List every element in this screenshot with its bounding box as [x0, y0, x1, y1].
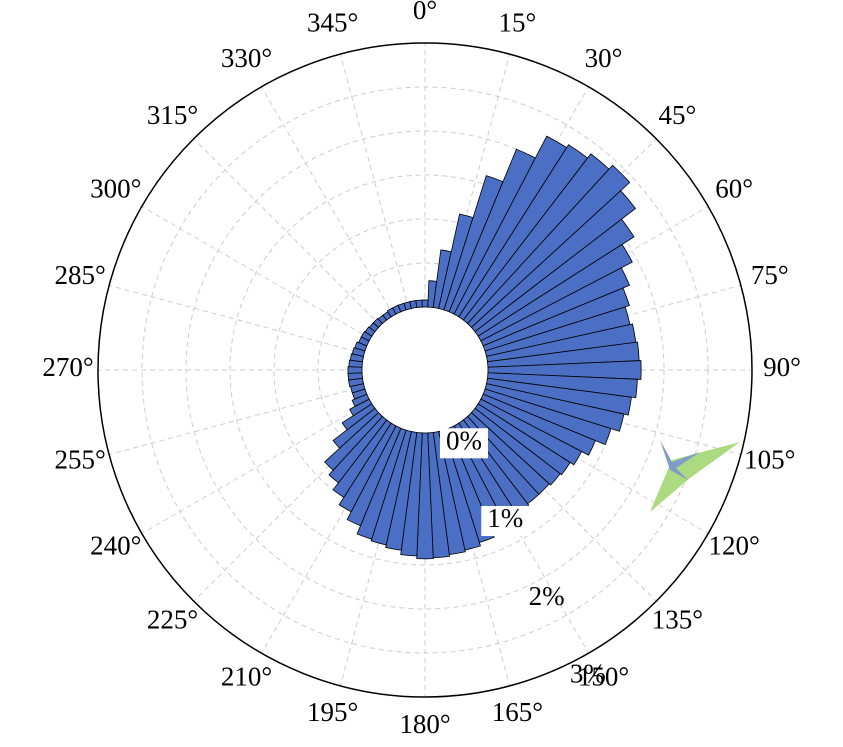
bar [486, 377, 632, 416]
bar [480, 393, 596, 456]
bar [370, 429, 412, 546]
bar [360, 330, 373, 342]
theta-tick-label: 210° [221, 661, 272, 691]
theta-tick-label: 195° [307, 697, 358, 727]
grid-spoke [109, 284, 365, 355]
bar [338, 422, 397, 513]
theta-tick-label: 0° [413, 0, 437, 25]
bars [324, 135, 642, 560]
grid-spoke [456, 86, 589, 316]
bar [332, 407, 380, 449]
bar [385, 431, 418, 551]
bar [351, 347, 366, 357]
theta-tick-label: 345° [307, 7, 358, 37]
bar [487, 360, 642, 380]
grid-spoke [469, 414, 657, 602]
grid-ring [141, 86, 709, 654]
bar [474, 403, 571, 476]
grid-spoke [456, 424, 589, 654]
bar [346, 425, 402, 527]
theta-tick-label: 15° [498, 7, 536, 37]
theta-tick-label: 105° [744, 445, 795, 475]
bar [356, 427, 407, 540]
r-tick-label: 0% [446, 425, 482, 455]
bar [341, 403, 376, 431]
theta-tick-label: 150° [578, 661, 629, 691]
bar [347, 366, 363, 374]
outer-ring [97, 42, 753, 698]
grid-ring [361, 306, 489, 434]
theta-tick-label: 120° [709, 531, 760, 561]
bar [477, 243, 633, 342]
bar [470, 407, 561, 486]
bar [415, 299, 423, 308]
bar [372, 317, 384, 329]
theta-tick-label: 300° [90, 174, 141, 204]
bar [466, 164, 631, 329]
theta-tick-label: 30° [585, 43, 623, 73]
bar [400, 432, 423, 557]
bar [484, 383, 625, 432]
grid-spoke [261, 86, 394, 316]
theta-tick-label: 45° [659, 100, 697, 130]
theta-tick-label: 90° [763, 352, 801, 382]
bar [474, 218, 635, 337]
r-tick-label: 2% [529, 581, 565, 611]
bar [480, 267, 631, 347]
bar [328, 415, 388, 484]
bar [482, 388, 612, 446]
bar [421, 299, 429, 308]
bar [477, 398, 583, 466]
bar [349, 398, 373, 417]
bar [482, 287, 630, 352]
theta-tick-label: 75° [751, 260, 789, 290]
bar [332, 419, 392, 498]
theta-tick-label: 135° [652, 605, 703, 635]
theta-tick-label: 180° [399, 709, 450, 739]
theta-tick-label: 285° [55, 260, 106, 290]
grid-spoke [261, 424, 394, 654]
grid-ring [185, 130, 665, 610]
theta-tick-label: 60° [715, 174, 753, 204]
theta-tick-label: 165° [492, 697, 543, 727]
bar [364, 326, 376, 337]
grid-spoke [469, 138, 657, 326]
theta-tick-label: 270° [42, 352, 93, 382]
r-tick-label: 3% [570, 659, 606, 689]
grid-spoke [339, 430, 410, 686]
bar [354, 341, 368, 352]
theta-tick-label: 240° [90, 531, 141, 561]
label-bg [481, 505, 530, 536]
theta-tick-label: 225° [147, 605, 198, 635]
theta-tick-label: 330° [221, 43, 272, 73]
theta-tick-label: 315° [147, 100, 198, 130]
bar [348, 359, 363, 368]
compass-icon [650, 440, 740, 512]
grid-spoke [339, 54, 410, 310]
label-bg [439, 428, 488, 459]
theta-tick-label: 255° [55, 445, 106, 475]
bar [470, 190, 637, 333]
bar [487, 372, 638, 399]
bar [351, 393, 370, 407]
r-tick-label: 1% [487, 503, 523, 533]
bar [324, 411, 384, 471]
